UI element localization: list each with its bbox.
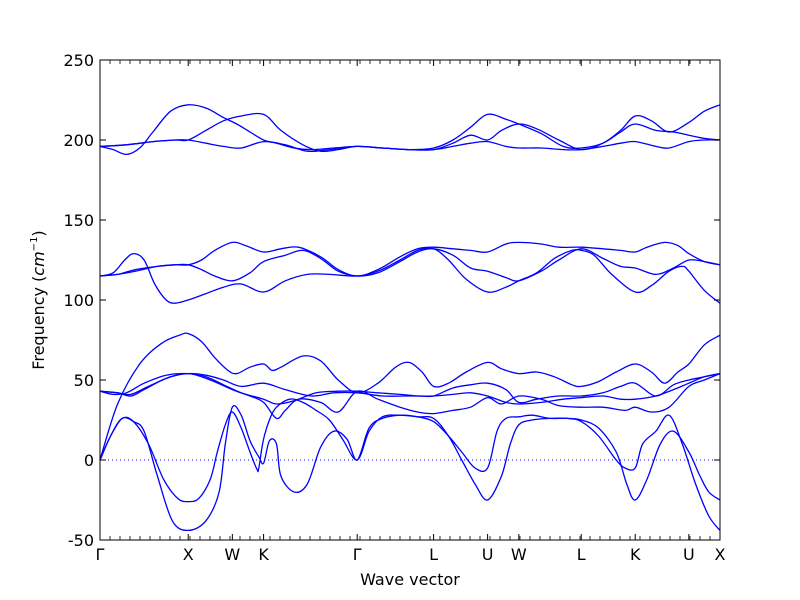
x-tick-label: L <box>577 545 586 564</box>
x-tick-label: X <box>183 545 194 564</box>
band-line-5 <box>99 372 721 420</box>
band-line-3 <box>99 332 721 461</box>
x-tick-label: L <box>429 545 438 564</box>
x-tick-label: U <box>482 545 494 564</box>
y-tick-label: 200 <box>63 131 94 150</box>
x-tick-label: K <box>630 545 641 564</box>
x-minor-ticks <box>109 60 711 540</box>
y-axis-ticks: -50 0 50 100 150 200 250 <box>63 51 720 550</box>
y-axis-label-text: Frequency <box>29 287 48 370</box>
band-line-1 <box>99 398 721 503</box>
y-tick-label: 100 <box>63 291 94 310</box>
x-tick-label: Γ <box>96 545 105 564</box>
x-axis-label: Wave vector <box>360 570 460 589</box>
band-line-2 <box>99 404 721 532</box>
band-line-12 <box>99 139 721 153</box>
y-tick-label: 0 <box>84 451 94 470</box>
band-line-8 <box>99 248 721 282</box>
y-tick-label: 150 <box>63 211 94 230</box>
x-tick-label: U <box>683 545 695 564</box>
band-line-7 <box>99 247 721 304</box>
x-tick-label: K <box>258 545 269 564</box>
y-tick-label: 50 <box>74 371 94 390</box>
y-axis-label-unit: cm <box>29 251 48 275</box>
band-line-11 <box>99 112 721 153</box>
band-lines <box>99 104 721 532</box>
band-line-6 <box>99 372 721 404</box>
plot-background <box>100 60 720 540</box>
y-axis-label-exponent: −1 <box>29 237 40 252</box>
plot-frame <box>99 59 721 541</box>
x-tick-label: W <box>224 545 240 564</box>
x-tick-label: X <box>715 545 726 564</box>
x-tick-label: W <box>511 545 527 564</box>
y-axis-label: Frequency (cm−1) <box>29 230 48 369</box>
x-tick-label: Γ <box>353 545 362 564</box>
band-line-9 <box>99 241 721 277</box>
y-tick-label: -50 <box>68 531 94 550</box>
y-tick-label: 250 <box>63 51 94 70</box>
